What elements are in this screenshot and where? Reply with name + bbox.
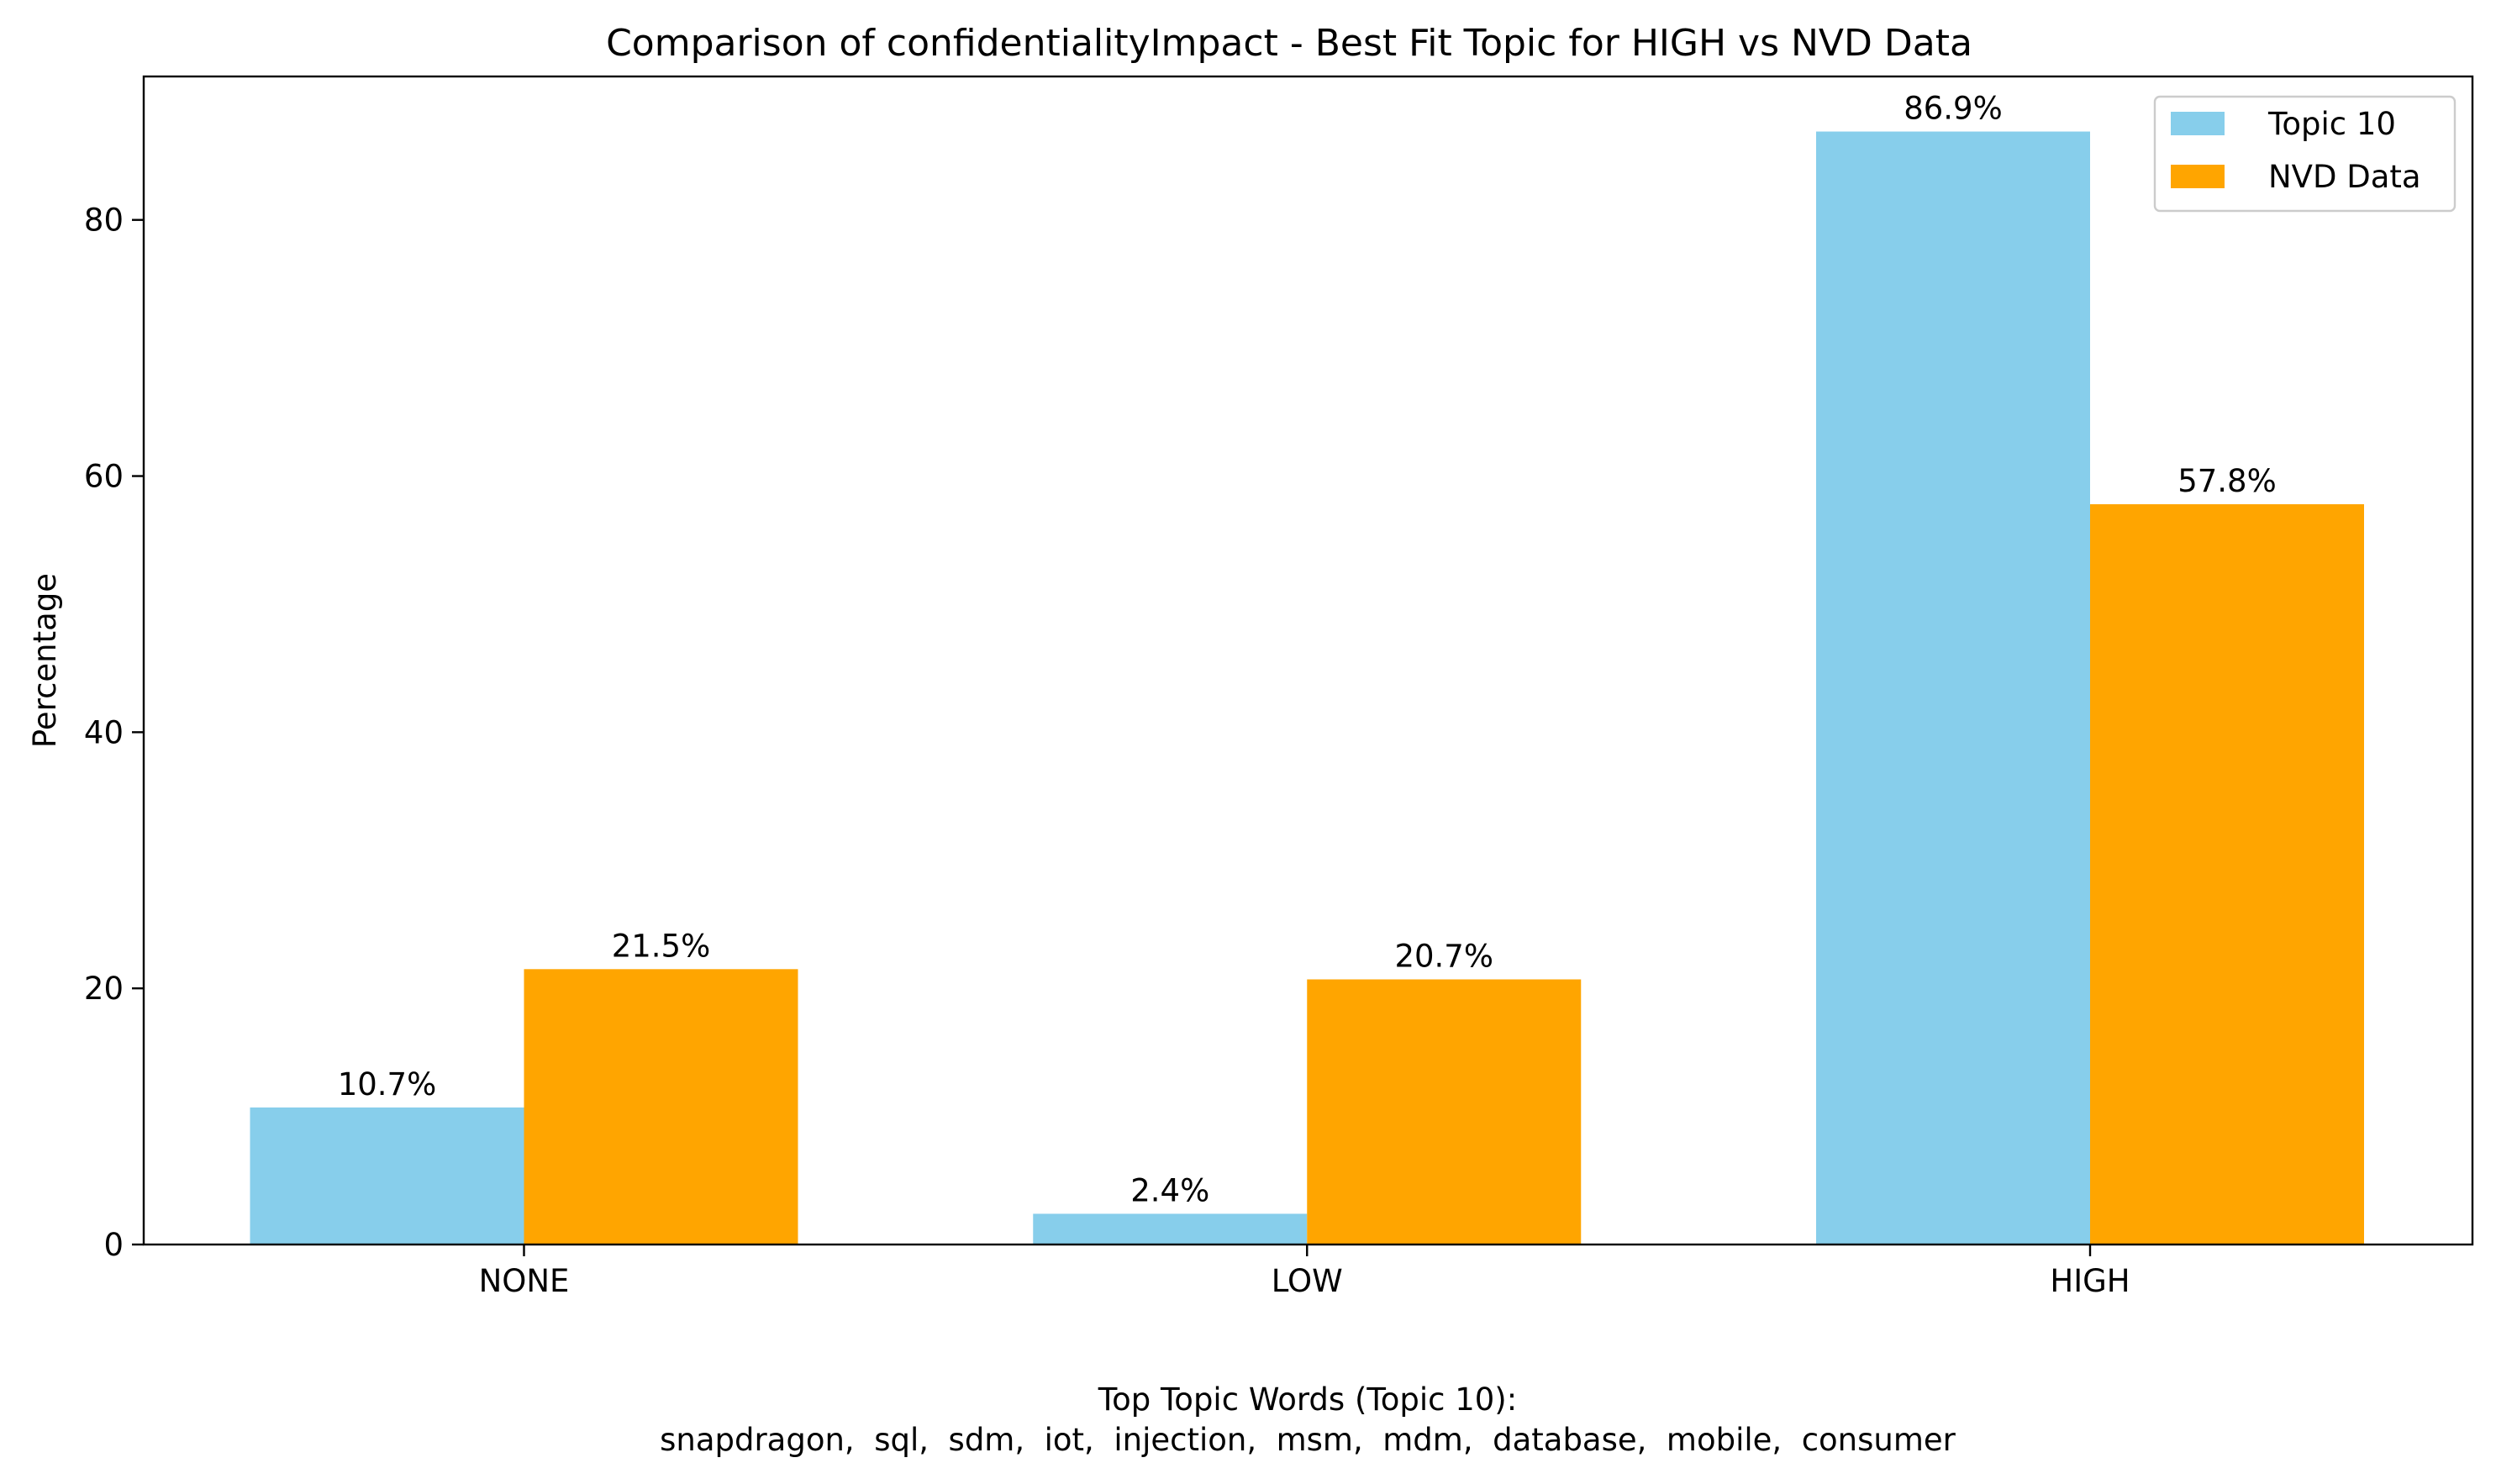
legend: Topic 10 NVD Data (2153, 95, 2457, 213)
footer-topic-heading: Top Topic Words (Topic 10): (1098, 1381, 1517, 1418)
y-tick-label: 20 (84, 971, 124, 1007)
bar-value-label-nvd-none: 21.5% (612, 928, 711, 964)
bar-value-label-topic-high: 86.9% (1904, 91, 2003, 127)
bar-nvd-low (1307, 979, 1582, 1245)
bar-topic-high (1816, 131, 2090, 1245)
bar-value-label-topic-low: 2.4% (1130, 1172, 1209, 1208)
legend-swatch-topic (2171, 112, 2225, 135)
x-axis-ticks: NONE LOW HIGH (479, 1245, 2130, 1299)
plot-frame (142, 75, 2474, 1246)
bar-value-label-nvd-low: 20.7% (1394, 939, 1493, 975)
bars-group (250, 131, 2364, 1245)
bar-topic-none (250, 1107, 524, 1245)
y-axis-label: Percentage (27, 573, 63, 748)
x-tick-label-high: HIGH (2050, 1263, 2130, 1299)
chart-title: Comparison of confidentialityImpact - Be… (606, 22, 1972, 65)
legend-label-topic: Topic 10 (2267, 106, 2396, 142)
y-tick-label: 80 (84, 203, 124, 239)
bar-value-label-topic-none: 10.7% (338, 1066, 437, 1102)
footer-topic-words: snapdragon, sql, sdm, iot, injection, ms… (660, 1422, 1956, 1458)
legend-swatch-nvd (2171, 165, 2225, 188)
legend-frame (2153, 95, 2457, 213)
legend-label-nvd: NVD Data (2268, 159, 2421, 195)
y-tick-label: 60 (84, 459, 124, 495)
x-tick-label-low: LOW (1272, 1263, 1343, 1299)
y-tick-label: 40 (84, 714, 124, 750)
bar-nvd-high (2090, 504, 2364, 1245)
bar-nvd-none (524, 969, 798, 1245)
bar-topic-low (1033, 1213, 1308, 1245)
y-tick-label: 0 (103, 1227, 124, 1263)
y-axis-ticks: 0 20 40 60 80 (84, 203, 144, 1263)
bar-labels-group: 10.7% 2.4% 86.9% 21.5% 20.7% 57.8% (338, 91, 2277, 1209)
bar-value-label-nvd-high: 57.8% (2177, 463, 2277, 499)
x-tick-label-none: NONE (479, 1263, 570, 1299)
